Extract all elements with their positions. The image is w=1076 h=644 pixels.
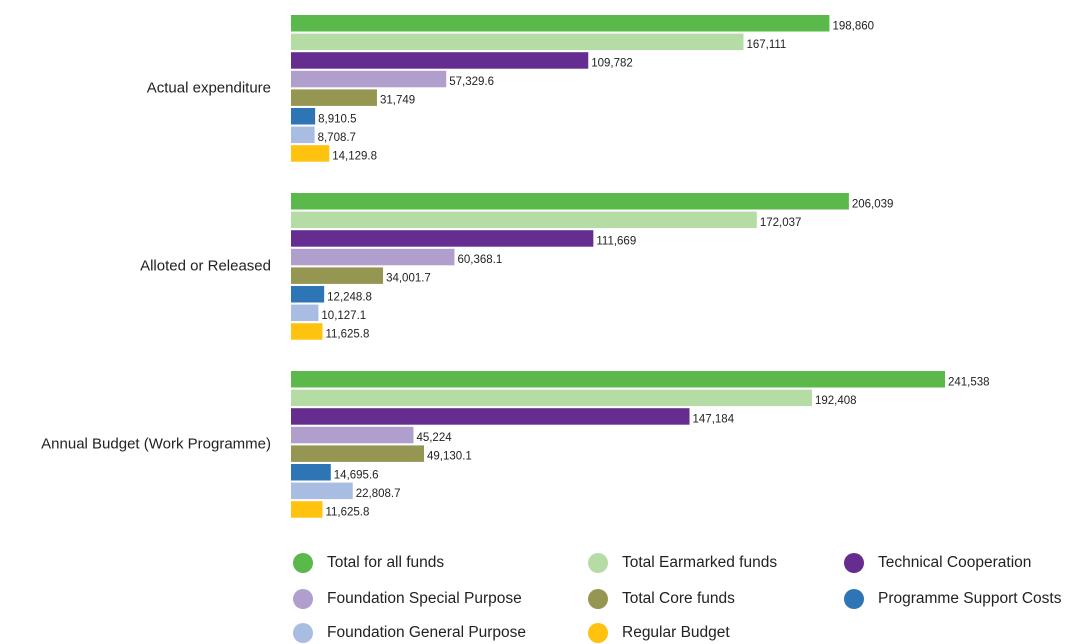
legend-label: Foundation General Purpose <box>327 624 526 641</box>
bar <box>291 304 319 322</box>
legend-label: Total for all funds <box>327 554 444 571</box>
bar <box>291 389 812 407</box>
value-label: 57,329.6 <box>449 76 494 88</box>
bar <box>291 426 414 444</box>
bar <box>291 286 325 303</box>
bar <box>291 482 353 500</box>
value-label: 241,538 <box>948 376 990 388</box>
legend-label: Foundation Special Purpose <box>327 590 522 607</box>
bar <box>291 323 323 340</box>
bar <box>291 230 594 247</box>
legend-label: Total Core funds <box>622 590 735 607</box>
value-label: 8,708.7 <box>318 132 356 144</box>
bar <box>291 33 744 51</box>
value-label: 167,111 <box>746 39 786 51</box>
bar <box>291 408 690 425</box>
value-label: 11,625.8 <box>325 506 369 518</box>
legend-label: Total Earmarked funds <box>622 554 777 571</box>
bar <box>291 248 455 266</box>
legend-swatch <box>293 553 313 573</box>
bar <box>291 267 384 284</box>
legend-label: Programme Support Costs <box>878 590 1062 607</box>
legend-label: Regular Budget <box>622 624 730 641</box>
bar <box>291 501 323 518</box>
value-label: 14,129.8 <box>332 150 377 162</box>
bar <box>291 464 331 481</box>
value-label: 22,808.7 <box>356 488 401 500</box>
legend-swatch <box>588 589 608 609</box>
value-label: 192,408 <box>815 395 857 407</box>
value-label: 12,248.8 <box>327 291 372 303</box>
bar <box>291 145 330 162</box>
bar <box>291 52 589 69</box>
bar <box>291 15 830 32</box>
value-label: 172,037 <box>760 217 802 229</box>
bar <box>291 371 945 388</box>
value-label: 60,368.1 <box>457 254 502 266</box>
legend-label: Technical Cooperation <box>878 554 1031 571</box>
category-label: Annual Budget (Work Programme) <box>41 435 271 452</box>
legend-swatch <box>844 553 864 573</box>
bar <box>291 211 757 229</box>
category-label: Actual expenditure <box>147 79 271 96</box>
value-label: 34,001.7 <box>386 273 431 285</box>
legend-swatch <box>844 589 864 609</box>
legend-swatch <box>588 623 608 643</box>
value-label: 10,127.1 <box>321 310 366 322</box>
legend-swatch <box>293 589 313 609</box>
value-label: 14,695.6 <box>334 469 379 481</box>
bar <box>291 108 316 125</box>
category-label: Alloted or Released <box>140 257 271 274</box>
bar <box>291 126 315 144</box>
value-label: 8,910.5 <box>318 113 356 125</box>
bar <box>291 70 447 88</box>
value-label: 109,782 <box>591 57 633 69</box>
bar <box>291 89 377 106</box>
legend-swatch <box>293 623 313 643</box>
bar <box>291 445 425 462</box>
value-label: 11,625.8 <box>325 328 369 340</box>
value-label: 198,860 <box>832 20 874 32</box>
value-label: 111,669 <box>596 235 636 247</box>
value-label: 206,039 <box>852 198 894 210</box>
value-label: 147,184 <box>693 413 735 425</box>
bar <box>291 193 849 210</box>
value-label: 31,749 <box>380 95 415 107</box>
legend-swatch <box>588 553 608 573</box>
value-label: 49,130.1 <box>427 451 472 463</box>
value-label: 45,224 <box>416 432 452 444</box>
